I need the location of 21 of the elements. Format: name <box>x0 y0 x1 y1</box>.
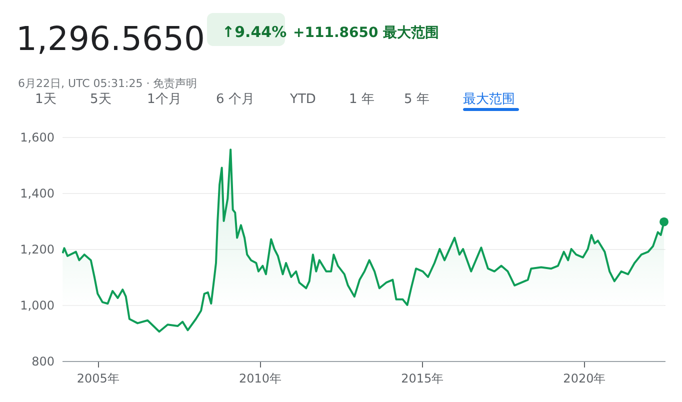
x-tick-label: 2010年 <box>238 372 282 386</box>
text: YTD <box>289 92 316 107</box>
y-tick-label: 1,000 <box>20 298 54 312</box>
text: +111.8650 最大范围 <box>293 25 440 41</box>
chart-subtitle: 6月22日, UTC 05:31:25 · 免责声明 <box>18 77 198 90</box>
text: 5天 <box>90 92 112 107</box>
text: 1个月 <box>147 92 182 107</box>
text: 1 年 <box>349 92 374 107</box>
chart-title: 1,296.5650 <box>16 19 205 58</box>
text: 5 年 <box>404 92 430 107</box>
y-tick-label: 1,600 <box>20 130 54 144</box>
y-tick-label: 800 <box>32 354 54 368</box>
text: 6 个月 <box>216 92 254 107</box>
y-tick-label: 1,400 <box>20 186 54 200</box>
x-tick-label: 2020年 <box>563 372 606 386</box>
y-tick-label: 1,200 <box>20 242 54 256</box>
text: 1天 <box>35 92 56 107</box>
text: 最大范围 <box>463 92 515 107</box>
x-tick-label: 2015年 <box>401 372 444 386</box>
x-tick-label: 2005年 <box>76 372 120 386</box>
text: ↑9.44% <box>222 23 287 41</box>
